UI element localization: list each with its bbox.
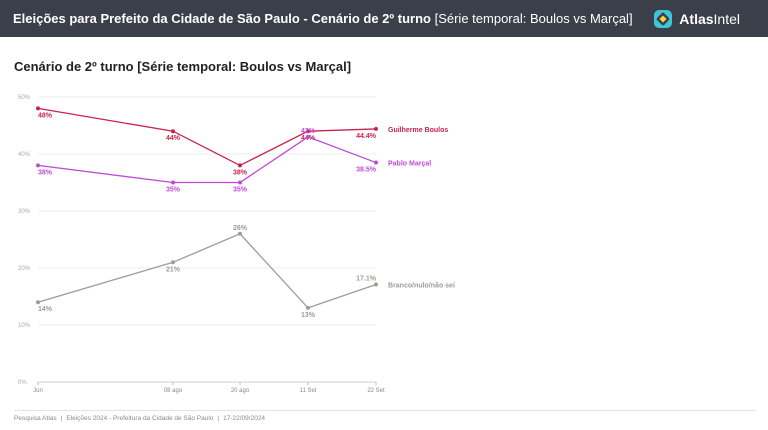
y-tick-label: 50%	[18, 95, 31, 101]
series-line	[37, 136, 377, 184]
data-point	[171, 129, 175, 134]
x-tick-label: Jun	[33, 388, 43, 394]
data-point	[306, 305, 310, 310]
x-tick-label: 20 ago	[231, 388, 250, 394]
brand-name-rest: Intel	[713, 10, 740, 27]
brand-name-bold: Atlas	[679, 10, 714, 27]
x-tick-label: 11 Set	[300, 388, 317, 394]
data-label: 38%	[38, 169, 53, 176]
data-label: 17.1%	[356, 276, 377, 283]
data-point	[306, 129, 310, 134]
data-point	[36, 106, 40, 111]
atlasintel-logo-icon	[654, 9, 673, 28]
data-point	[374, 126, 378, 131]
data-label: 38.5%	[356, 167, 377, 174]
footer-separator: |	[217, 415, 220, 422]
series-line	[37, 107, 377, 167]
data-label: 26%	[233, 225, 248, 232]
y-tick-label: 30%	[18, 209, 31, 215]
footer-separator: |	[60, 415, 63, 422]
page-title-suffix: [Série temporal: Boulos vs Marçal]	[434, 11, 633, 26]
data-label: 44.4%	[356, 133, 377, 140]
top-bar: Eleições para Prefeito da Cidade de São …	[0, 0, 768, 37]
data-label: 48%	[38, 112, 53, 119]
data-point	[171, 260, 175, 265]
page-title-main: Eleições para Prefeito da Cidade de São …	[13, 11, 431, 26]
footer-source: Pesquisa Atlas	[14, 415, 57, 422]
series-end-label: Pablo Marçal	[388, 161, 431, 168]
data-label: 38%	[233, 169, 248, 176]
x-tick-label: 08 ago	[164, 388, 183, 394]
brand-name: AtlasIntel	[679, 11, 740, 27]
data-point	[36, 163, 40, 168]
footer-survey: Eleições 2024 - Prefeitura da Cidade de …	[66, 415, 214, 422]
y-tick-label: 10%	[18, 323, 31, 329]
data-point	[374, 282, 378, 287]
data-label: 43%	[301, 128, 316, 135]
x-tick-label: 22 Set	[367, 388, 385, 394]
data-point	[374, 160, 378, 165]
y-tick-label: 20%	[18, 266, 31, 272]
series-end-label: Branco/nulo/não sei	[388, 283, 455, 290]
data-point	[171, 180, 175, 185]
brand-logo: AtlasIntel	[653, 0, 740, 37]
data-label: 35%	[233, 187, 248, 194]
series-end-label: Guilherme Boulos	[388, 127, 448, 134]
data-label: 21%	[166, 266, 181, 273]
data-label: 35%	[166, 187, 181, 194]
chart-title: Cenário de 2º turno [Série temporal: Bou…	[14, 59, 352, 74]
y-tick-label: 0%	[18, 380, 27, 386]
data-point	[36, 300, 40, 305]
footer-divider	[14, 410, 756, 411]
data-point	[238, 231, 242, 236]
data-point	[238, 180, 242, 185]
data-label: 44%	[166, 135, 181, 142]
page-title: Eleições para Prefeito da Cidade de São …	[13, 0, 633, 37]
footer: Pesquisa Atlas | Eleições 2024 - Prefeitur…	[14, 415, 265, 422]
data-label: 14%	[38, 306, 53, 313]
data-point	[238, 163, 242, 168]
data-label: 13%	[301, 312, 316, 319]
y-tick-label: 40%	[18, 152, 31, 158]
footer-date: 17-22/09/2024	[223, 415, 266, 422]
series-line	[37, 233, 377, 309]
data-point	[306, 134, 310, 139]
